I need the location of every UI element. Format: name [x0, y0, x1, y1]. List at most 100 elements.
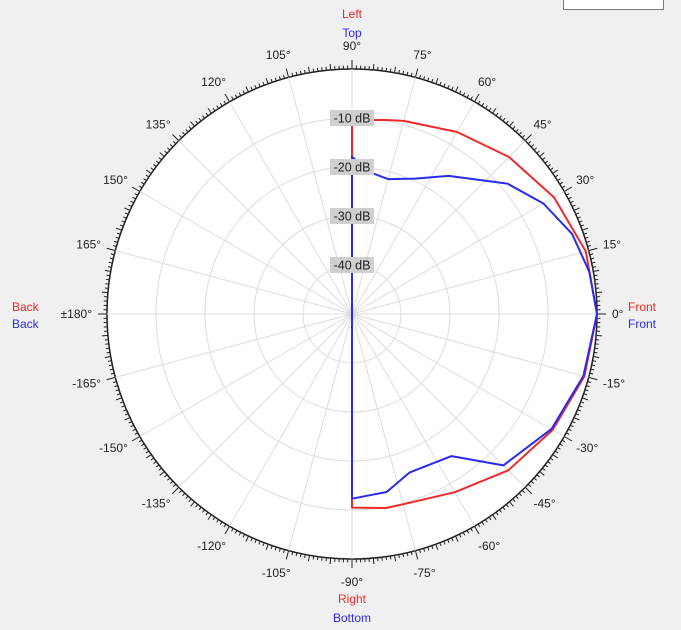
angle-tick [285, 68, 290, 78]
angle-tick [524, 486, 532, 494]
tick-marks [98, 60, 606, 568]
angle-tick [573, 417, 580, 421]
angle-tick [462, 92, 466, 96]
angle-tick [182, 131, 186, 136]
angle-tick [527, 141, 532, 145]
label-bottom: Bottom [333, 611, 371, 625]
angle-tick [372, 558, 375, 565]
angle-tick [112, 381, 117, 383]
angle-tick [536, 474, 540, 478]
angle-tick [521, 489, 525, 494]
angle-tick [245, 535, 249, 542]
angle-tick [143, 447, 147, 450]
angle-tick [410, 72, 413, 77]
angle-tick [106, 274, 111, 277]
angle-tick [423, 76, 426, 80]
angle-tick [212, 516, 216, 521]
angle-tick [270, 545, 273, 550]
angle-tick [124, 413, 129, 416]
angle-tick [172, 134, 180, 142]
angle-label: 135° [146, 118, 171, 132]
angle-tick [559, 443, 564, 447]
angle-tick [195, 120, 199, 124]
label-right: Right [338, 592, 367, 606]
angle-tick [295, 71, 298, 76]
angle-tick [291, 72, 294, 77]
angle-tick [250, 537, 253, 542]
angle-tick [166, 147, 171, 151]
angle-tick [128, 204, 133, 208]
angle-label: -135° [142, 497, 171, 511]
angle-tick [458, 90, 462, 95]
angle-label: 150° [103, 173, 128, 187]
grid-spoke [351, 250, 589, 315]
angle-tick [547, 461, 551, 464]
angle-tick [406, 71, 409, 76]
angle-tick [202, 115, 205, 119]
angle-tick [166, 477, 171, 481]
angle-tick [470, 528, 473, 532]
angle-label: 165° [76, 238, 101, 252]
angle-tick [231, 528, 234, 532]
angle-tick [224, 93, 230, 103]
angle-tick [583, 393, 588, 396]
angle-tick [524, 134, 532, 142]
angle-tick [216, 519, 219, 523]
angle-tick [238, 92, 242, 96]
angle-tick [202, 509, 205, 513]
angle-tick [394, 555, 397, 562]
angle-tick [557, 178, 561, 181]
angle-tick [435, 77, 439, 84]
angle-tick [172, 483, 177, 487]
angle-tick [250, 86, 253, 91]
angle-tick [164, 150, 168, 154]
angle-tick [557, 447, 561, 450]
angle-tick [596, 334, 603, 337]
angle-tick [530, 480, 535, 484]
angle-tick [583, 232, 588, 235]
angle-tick [101, 334, 108, 337]
angle-tick [419, 74, 421, 79]
angle-tick [138, 185, 143, 189]
angle-tick [427, 77, 430, 82]
angle-tick [146, 454, 152, 459]
angle-tick [110, 253, 115, 256]
angle-tick [121, 405, 126, 408]
angle-tick [150, 167, 155, 171]
db-label: -30 dB [334, 210, 371, 224]
angle-tick [587, 381, 592, 383]
angle-tick [542, 467, 546, 471]
angle-tick [398, 69, 400, 74]
angle-tick [492, 108, 497, 114]
angle-tick [593, 351, 598, 354]
angle-tick [427, 546, 430, 551]
angle-tick [414, 68, 419, 78]
angle-tick [188, 498, 192, 502]
angle-tick [521, 134, 525, 139]
angle-tick [462, 532, 466, 536]
angle-tick [155, 160, 160, 164]
angle-label: -120° [197, 539, 226, 553]
angle-tick [115, 236, 120, 239]
angle-tick [143, 178, 147, 181]
angle-tick [115, 389, 120, 392]
angle-tick [179, 134, 183, 139]
angle-tick [119, 224, 124, 227]
angle-tick [188, 126, 192, 130]
angle-tick [582, 227, 589, 231]
angle-tick [590, 257, 595, 260]
angle-tick [304, 554, 306, 559]
angle-tick [477, 523, 481, 528]
angle-tick [578, 220, 583, 223]
angle-tick [109, 368, 114, 371]
angle-tick [502, 506, 506, 511]
angle-tick [258, 83, 261, 88]
label-front-blue: Front [628, 317, 657, 331]
angle-tick [116, 393, 121, 396]
angle-tick [265, 77, 269, 84]
angle-tick [575, 212, 580, 215]
angle-tick [474, 93, 480, 103]
label-back-blue: Back [12, 317, 40, 331]
angle-tick [455, 86, 459, 93]
angle-tick [285, 550, 290, 560]
